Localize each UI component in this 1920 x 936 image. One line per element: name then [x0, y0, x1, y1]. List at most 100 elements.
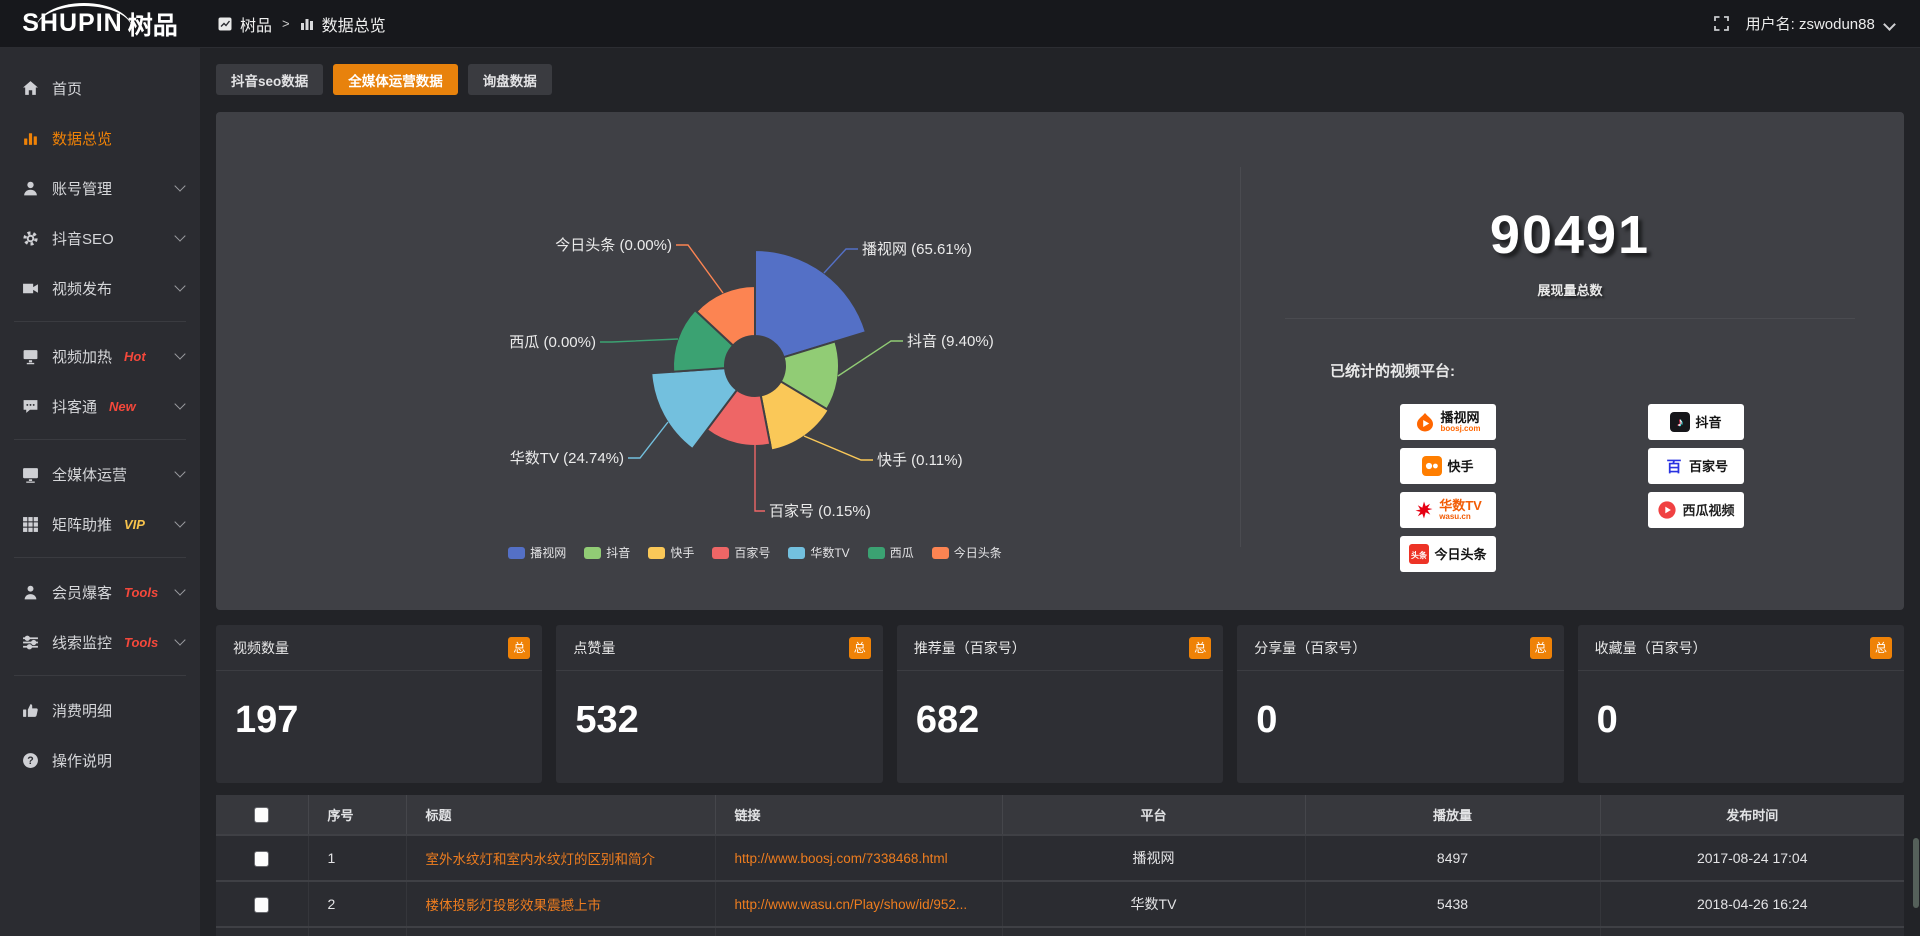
chevron-down-icon [174, 466, 186, 478]
stat-card-value: 197 [235, 699, 299, 741]
legend-label: 百家号 [734, 546, 771, 560]
data-tabs: 抖音seo数据 全媒体运营数据 询盘数据 [216, 64, 552, 95]
cell-title-link[interactable] [405, 926, 715, 936]
table-row [216, 926, 1904, 936]
breadcrumb-root[interactable]: 树品 [240, 17, 273, 35]
page-scrollbar[interactable] [1912, 48, 1920, 936]
cell-title-link[interactable]: 室外水纹灯和室内水纹灯的区别和简介 [405, 834, 715, 881]
sidebar-item-抖客通[interactable]: 抖客通 New [0, 386, 200, 426]
sidebar-item-label: 消费明细 [52, 702, 113, 720]
platform-badge-快手[interactable]: 快手 [1400, 448, 1496, 484]
platform-badge-百家号[interactable]: 百百家号 [1648, 448, 1744, 484]
sidebar-item-全媒体运营[interactable]: 全媒体运营 [0, 454, 200, 494]
platform-badge-播视网[interactable]: 播视网 boosj.com [1400, 404, 1496, 440]
legend-item-百家号[interactable]: 百家号 [712, 544, 770, 561]
cell-url-link[interactable]: http://www.wasu.cn/Play/show/id/952... [714, 880, 1002, 927]
cell-url-link[interactable]: http://www.boosj.com/7338468.html [714, 834, 1002, 881]
horizontal-divider [1285, 318, 1855, 319]
total-badge: 总 [1189, 636, 1212, 659]
sidebar-item-抖音SEO[interactable]: 抖音SEO [0, 218, 200, 258]
sidebar-item-消费明细[interactable]: 消费明细 [0, 690, 200, 730]
total-impressions-label: 展现量总数 [1537, 283, 1603, 298]
legend-item-播视网[interactable]: 播视网 [508, 544, 566, 561]
row-checkbox[interactable] [254, 850, 270, 867]
member-icon [22, 584, 39, 601]
monitor-icon [22, 466, 39, 483]
legend-item-华数TV[interactable]: 华数TV [788, 544, 850, 561]
platform-badge-西瓜视频[interactable]: 西瓜视频 [1648, 492, 1744, 528]
sidebar-item-label: 数据总览 [52, 130, 113, 148]
sidebar-item-视频发布[interactable]: 视频发布 [0, 268, 200, 308]
tab-抖音seo数据[interactable]: 抖音seo数据 [216, 64, 324, 95]
chat-icon [22, 398, 39, 415]
stat-card-点赞量: 点赞量 总 532 [556, 625, 883, 783]
legend-swatch [584, 546, 602, 559]
svg-text:♪: ♪ [1677, 415, 1683, 429]
platform-badge-抖音[interactable]: ♪ ♪ ♪ 抖音 [1648, 404, 1744, 440]
pie-slice-西瓜[interactable] [672, 308, 735, 373]
legend-item-西瓜[interactable]: 西瓜 [867, 544, 914, 561]
pie-slice-华数TV[interactable] [650, 367, 739, 451]
sidebar-item-会员爆客[interactable]: 会员爆客 Tools [0, 572, 200, 612]
legend-label: 西瓜 [889, 546, 914, 560]
user-info[interactable]: 用户名: zswodun88 [1746, 13, 1896, 34]
legend-label: 华数TV [810, 546, 850, 560]
cell-url-link[interactable] [714, 926, 1002, 936]
pie-slice-播视网[interactable] [754, 248, 868, 359]
pie-slice-快手[interactable] [759, 380, 831, 452]
breadcrumb-current[interactable]: 数据总览 [321, 17, 386, 35]
sidebar-item-账号管理[interactable]: 账号管理 [0, 168, 200, 208]
cell-title-link[interactable]: 楼体投影灯投影效果震撼上市 [405, 880, 715, 927]
legend-swatch [508, 546, 526, 559]
fullscreen-icon[interactable] [1713, 15, 1730, 32]
video-table: 序号 标题 链接 平台 播放量 发布时间 1 室外水纹灯和室内水纹灯的区别和简介 http:/… [216, 795, 1904, 936]
legend-item-今日头条[interactable]: 今日头条 [931, 544, 1002, 561]
platform-badge-华数TV[interactable]: 华数TV wasu.cn [1400, 492, 1496, 528]
pie-slice-今日头条[interactable] [695, 284, 756, 347]
legend-item-快手[interactable]: 快手 [648, 544, 694, 561]
legend-swatch [931, 546, 949, 559]
cell-platform [1001, 926, 1305, 936]
sidebar-item-线索监控[interactable]: 线索监控 Tools [0, 622, 200, 662]
tab-全媒体运营数据[interactable]: 全媒体运营数据 [333, 64, 458, 95]
row-checkbox[interactable] [254, 896, 270, 913]
cell-publish-time: 2017-08-24 17:04 [1599, 834, 1904, 881]
home-icon [22, 80, 39, 97]
legend-swatch [788, 546, 806, 559]
column-header-发布时间: 发布时间 [1599, 795, 1904, 835]
legend-item-抖音[interactable]: 抖音 [584, 544, 630, 561]
sidebar-badge-Hot: Hot [124, 348, 146, 364]
select-all-checkbox[interactable] [254, 806, 270, 823]
svg-text:♪: ♪ [1677, 415, 1683, 429]
scrollbar-thumb[interactable] [1913, 838, 1919, 908]
tab-询盘数据[interactable]: 询盘数据 [467, 64, 552, 95]
sliders-icon [22, 634, 39, 651]
platform-badge-今日头条[interactable]: 头条 今日头条 [1400, 536, 1496, 572]
cell-index: 2 [307, 880, 406, 927]
platform-subtext: wasu.cn [1439, 512, 1471, 521]
svg-text:头条: 头条 [1411, 550, 1428, 560]
kuaishou-icon [1422, 456, 1443, 476]
sidebar-item-矩阵助推[interactable]: 矩阵助推 VIP [0, 504, 200, 544]
sidebar-item-数据总览[interactable]: 数据总览 [0, 118, 200, 158]
stat-cards-row: 视频数量总 197 点赞量总 532 推荐量（百家号）总 682 分享量（百家号）总 0 收藏量… [216, 625, 1905, 783]
column-header-序号: 序号 [307, 795, 406, 835]
platform-name: 抖音 [1695, 414, 1722, 430]
sidebar-item-首页[interactable]: 首页 [0, 68, 200, 108]
rose-pie-chart[interactable]: 播视网 (65.61%) 抖音 (9.40%) 快手 (0.11%) 百家号 (0.1… [216, 112, 1904, 610]
sidebar-divider [14, 675, 186, 676]
chevron-down-icon [1883, 18, 1896, 31]
sidebar-item-视频加热[interactable]: 视频加热 Hot [0, 336, 200, 376]
pie-label-华数TV: 华数TV (24.74%) [510, 450, 624, 467]
column-header-播放量: 播放量 [1304, 795, 1600, 835]
sidebar-item-操作说明[interactable]: ? 操作说明 [0, 740, 200, 780]
column-header-链接: 链接 [714, 795, 1002, 835]
platform-name: 播视网 [1440, 410, 1480, 425]
spend-icon [22, 702, 39, 719]
sidebar-item-label: 线索监控 [52, 634, 113, 652]
sidebar-divider [14, 321, 186, 322]
sidebar-item-label: 全媒体运营 [52, 466, 128, 484]
chevron-down-icon [174, 180, 186, 192]
cell-publish-time: 2018-04-26 16:24 [1599, 880, 1904, 927]
total-badge: 总 [848, 636, 871, 659]
